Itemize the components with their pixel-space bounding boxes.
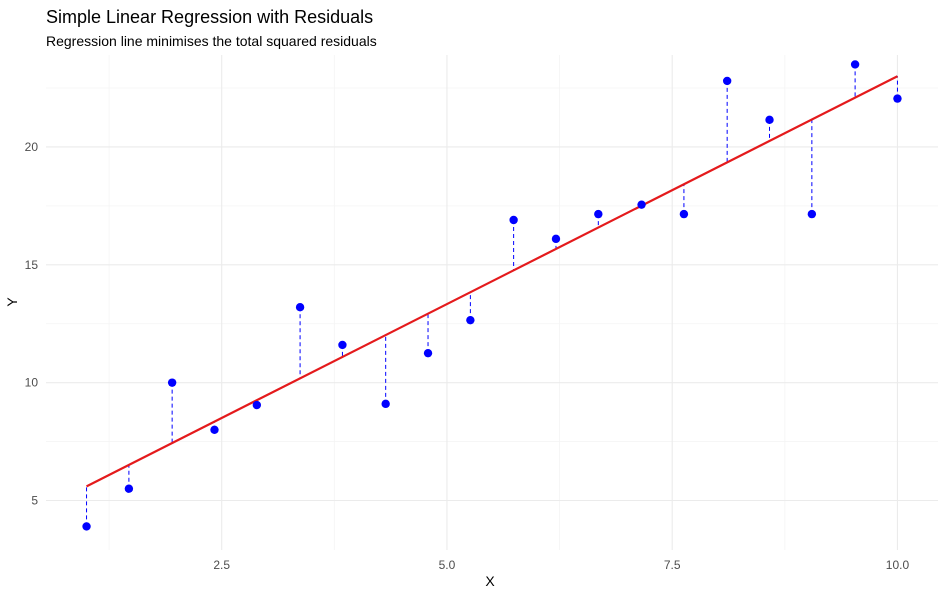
y-tick-label: 5: [31, 494, 38, 508]
data-point: [850, 60, 860, 69]
x-axis-label: X: [485, 573, 495, 589]
data-point: [295, 303, 305, 312]
x-tick-label: 2.5: [213, 558, 230, 572]
data-point: [423, 348, 433, 358]
data-point: [210, 425, 219, 434]
regression-line-group: [86, 75, 898, 488]
x-tick-label: 7.5: [664, 558, 681, 572]
data-point: [167, 378, 177, 387]
grid: [46, 55, 938, 550]
y-tick-label: 15: [25, 258, 39, 272]
data-point: [82, 522, 91, 531]
y-axis-label: Y: [4, 297, 20, 307]
chart-subtitle: Regression line minimises the total squa…: [46, 33, 377, 49]
y-axis-ticks: 5 10 15 20: [25, 140, 39, 508]
chart-title: Simple Linear Regression with Residuals: [46, 7, 373, 27]
data-point: [722, 76, 732, 86]
data-point: [594, 209, 603, 219]
x-tick-label: 5.0: [439, 558, 456, 572]
y-tick-label: 20: [25, 140, 39, 154]
x-axis-ticks: 2.5 5.0 7.5 10.0: [213, 558, 909, 572]
data-point: [765, 115, 774, 125]
regression-line: [86, 75, 898, 488]
residuals: [86, 64, 898, 527]
data-point: [252, 400, 262, 410]
data-point: [679, 209, 689, 219]
y-tick-label: 10: [25, 376, 39, 390]
data-point: [893, 94, 902, 103]
data-point: [466, 315, 475, 325]
data-point: [338, 340, 347, 350]
data-point: [637, 200, 646, 209]
data-points: [82, 60, 902, 531]
data-point: [124, 484, 134, 493]
x-tick-label: 10.0: [886, 558, 910, 572]
data-point: [381, 399, 390, 409]
data-point: [807, 209, 817, 219]
data-point: [551, 234, 561, 244]
data-point: [509, 215, 518, 225]
